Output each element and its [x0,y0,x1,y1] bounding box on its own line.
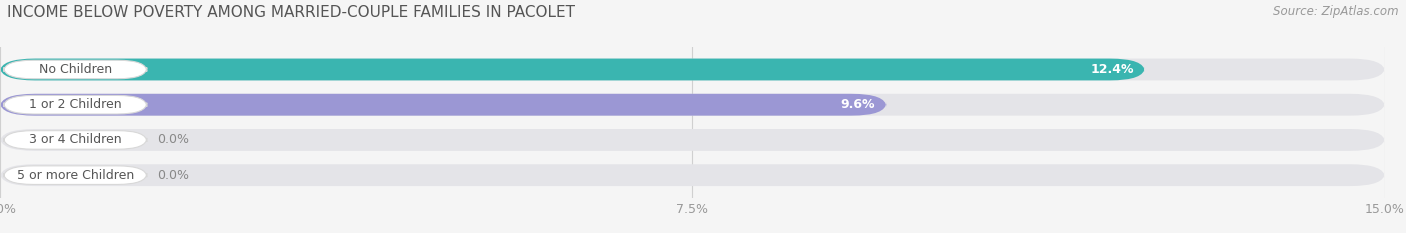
FancyBboxPatch shape [0,164,1385,186]
FancyBboxPatch shape [0,129,1385,151]
FancyBboxPatch shape [4,60,146,79]
FancyBboxPatch shape [0,94,1385,116]
FancyBboxPatch shape [4,131,146,149]
Text: 9.6%: 9.6% [841,98,876,111]
Text: Source: ZipAtlas.com: Source: ZipAtlas.com [1274,5,1399,18]
FancyBboxPatch shape [0,94,886,116]
Text: 12.4%: 12.4% [1090,63,1133,76]
Text: No Children: No Children [39,63,112,76]
Text: 1 or 2 Children: 1 or 2 Children [30,98,121,111]
FancyBboxPatch shape [4,96,146,114]
Text: 3 or 4 Children: 3 or 4 Children [30,134,121,146]
FancyBboxPatch shape [0,58,1144,80]
FancyBboxPatch shape [4,166,146,185]
Text: 0.0%: 0.0% [157,169,188,182]
Text: 5 or more Children: 5 or more Children [17,169,134,182]
Text: INCOME BELOW POVERTY AMONG MARRIED-COUPLE FAMILIES IN PACOLET: INCOME BELOW POVERTY AMONG MARRIED-COUPL… [7,5,575,20]
FancyBboxPatch shape [0,58,1385,80]
Text: 0.0%: 0.0% [157,134,188,146]
